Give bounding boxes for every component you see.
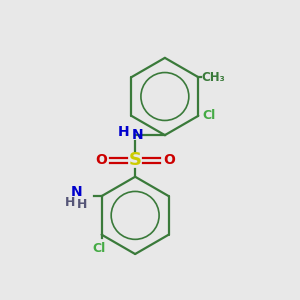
Text: Cl: Cl xyxy=(202,109,215,122)
Text: H: H xyxy=(118,124,130,139)
Text: H: H xyxy=(65,196,76,209)
Text: N: N xyxy=(132,128,143,142)
Text: H: H xyxy=(77,198,88,211)
Text: CH₃: CH₃ xyxy=(201,71,225,84)
Text: S: S xyxy=(129,152,142,169)
Text: O: O xyxy=(164,153,175,167)
Text: N: N xyxy=(70,184,82,199)
Text: O: O xyxy=(95,153,107,167)
Text: Cl: Cl xyxy=(92,242,105,255)
